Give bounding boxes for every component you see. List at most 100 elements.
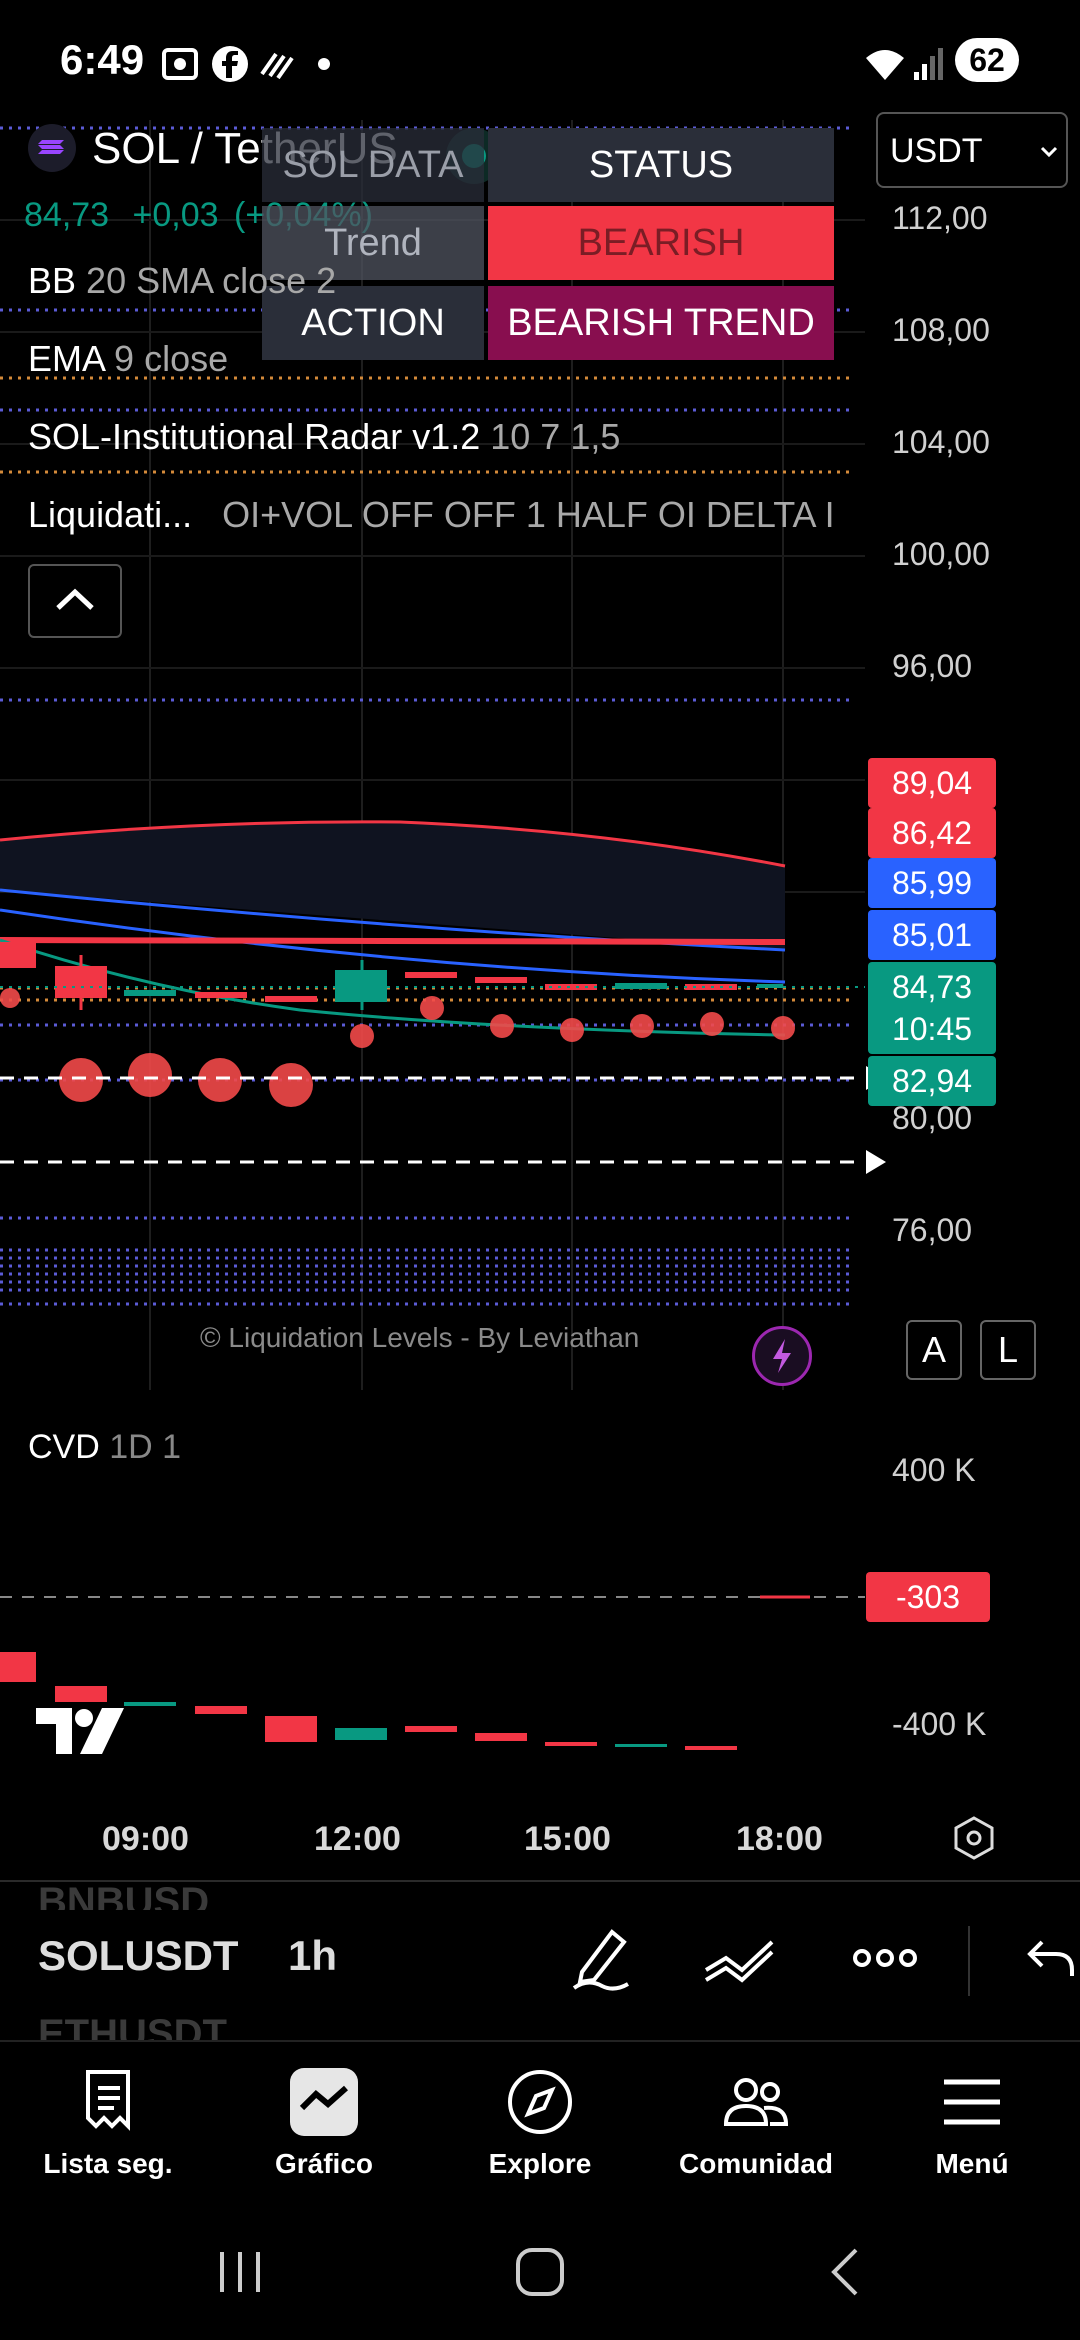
indicator-bb-params: 20 SMA close 2 [86,260,337,301]
y-axis-label: 80,00 [892,1100,973,1136]
y-axis-label: 108,00 [892,312,990,348]
nav-chart[interactable]: Gráfico [216,2042,432,2202]
notification-dot-icon [318,58,330,70]
y-axis-label: 112,00 [892,200,988,236]
cvd-y-axis-label: -400 K [892,1706,987,1742]
tradingview-logo-icon [32,1700,128,1765]
indicator-radar[interactable]: SOL-Institutional Radar v1.2 10 7 1,5 [28,416,620,458]
log-scale-button[interactable]: L [980,1320,1036,1380]
x-axis-label: 12:00 [314,1820,401,1858]
table-value-action: BEARISH TREND [488,286,834,360]
battery-indicator: 62 [955,38,1019,82]
nav-label: Comunidad [679,2148,833,2179]
home-icon [516,2248,564,2296]
indicator-liq-name: Liquidati... [28,494,193,535]
facebook-icon [210,44,250,93]
price-tag-countdown: 10:45 [868,1004,996,1054]
table-label-action: ACTION [262,286,484,360]
more-dots-icon [853,1949,917,1967]
sol-coin-icon [28,124,76,172]
indicator-ema-params: 9 close [114,338,229,379]
y-axis-label: 100,00 [892,536,990,572]
cvd-legend[interactable]: CVD 1D 1 [28,1428,181,1467]
price-tag-lower-band: 85,01 [868,910,996,960]
chevron-down-icon [1040,146,1058,158]
price-tag-basis: 85,99 [868,858,996,908]
pen-icon [572,1929,629,1991]
price-tag-radar: 86,42 [868,808,996,858]
indicator-liquidation[interactable]: Liquidati... OI+VOL OFF OFF 1 HALF OI DE… [28,494,858,536]
auto-scale-button[interactable]: A [906,1320,962,1380]
hexagon-settings-icon [954,1816,994,1860]
chart-settings-button[interactable] [950,1814,998,1867]
interval-button[interactable]: 1h [288,1932,338,1979]
price-tag-upper-band: 89,04 [868,758,996,808]
data-saver-icon [258,44,298,93]
system-navigation-bar [0,2200,1080,2340]
table-value-trend: BEARISH [488,206,834,280]
price-chart[interactable] [0,120,1080,1390]
indicator-liq-params: OI+VOL OFF OFF 1 HALF OI DELTA I [222,494,835,535]
collapse-legend-button[interactable] [28,564,122,638]
nav-menu[interactable]: Menú [864,2042,1080,2202]
screenshot-icon [160,44,200,93]
table-label-trend: Trend [262,206,484,280]
compass-icon [508,2070,572,2134]
cvd-y-axis-label: 400 K [892,1452,976,1488]
change-value: +0,03 [132,196,219,234]
recent-apps-button[interactable] [212,2244,268,2305]
indicator-bb-name: BB [28,260,77,301]
undo-icon [1027,1940,1074,1976]
wifi-icon [862,44,908,93]
x-axis-label: 18:00 [736,1820,823,1858]
x-axis-label: 15:00 [524,1820,611,1858]
symbol-picker-next[interactable]: ETHUSDT [38,2012,227,2040]
bottom-navigation: Lista seg. Gráfico Explore Comunidad Men… [0,2040,1080,2200]
toolbar-divider [968,1926,970,1996]
back-button[interactable] [818,2244,874,2305]
signal-icon [912,44,946,93]
cvd-params: 1D 1 [109,1428,182,1466]
y-axis-label: 104,00 [892,424,990,460]
y-axis-label: 76,00 [892,1212,973,1248]
watermark-text: © Liquidation Levels - By Leviathan [200,1322,640,1353]
symbol-picker-prev[interactable]: BNBUSD [38,1880,210,1910]
nav-watchlist[interactable]: Lista seg. [0,2042,216,2202]
indicator-bb[interactable]: BB 20 SMA close 2 [28,260,336,302]
back-icon [831,2248,858,2296]
status-bar: 6:49 62 [0,0,1080,120]
home-button[interactable] [512,2244,568,2305]
indicator-ema-name: EMA [28,338,105,379]
x-axis-label: 09:00 [102,1820,189,1858]
nav-community[interactable]: Comunidad [648,2042,864,2202]
watchlist-icon [86,2070,130,2131]
community-icon [723,2078,789,2126]
quote-currency-select[interactable]: USDT [876,112,1068,188]
nav-label: Menú [935,2148,1009,2179]
chart-toolbar: BNBUSD SOLUSDT ETHUSDT 1h [0,1880,1080,2040]
recent-apps-icon [220,2252,260,2292]
indicator-ema[interactable]: EMA 9 close [28,338,228,380]
more-options-button[interactable] [852,1938,918,1983]
trend-lines-icon [704,1940,774,1983]
nav-label: Explore [488,2148,592,2179]
status-time: 6:49 [60,36,145,83]
symbol-picker-current[interactable]: SOLUSDT [38,1932,238,1979]
lightning-button[interactable] [752,1326,812,1386]
indicator-radar-params: 10 7 1,5 [490,416,621,457]
cvd-pane[interactable] [0,1400,1080,1800]
quote-currency-value: USDT [890,132,983,170]
price-tag-last: 84,73 [868,962,996,1012]
indicator-radar-name: SOL-Institutional Radar v1.2 [28,416,481,457]
chevron-up-icon [56,588,94,610]
undo-button[interactable] [1026,1936,1076,1985]
nav-explore[interactable]: Explore [432,2042,648,2202]
indicators-button[interactable] [702,1926,778,1993]
price-tag-ema: 82,94 [868,1056,996,1106]
status-table: SOL DATA STATUS Trend BEARISH ACTION BEA… [262,128,834,364]
y-axis-label: 96,00 [892,648,973,684]
cvd-name: CVD [28,1428,100,1466]
nav-label: Gráfico [274,2148,374,2179]
last-price: 84,73 [24,196,110,234]
drawing-pen-button[interactable] [568,1922,634,1997]
